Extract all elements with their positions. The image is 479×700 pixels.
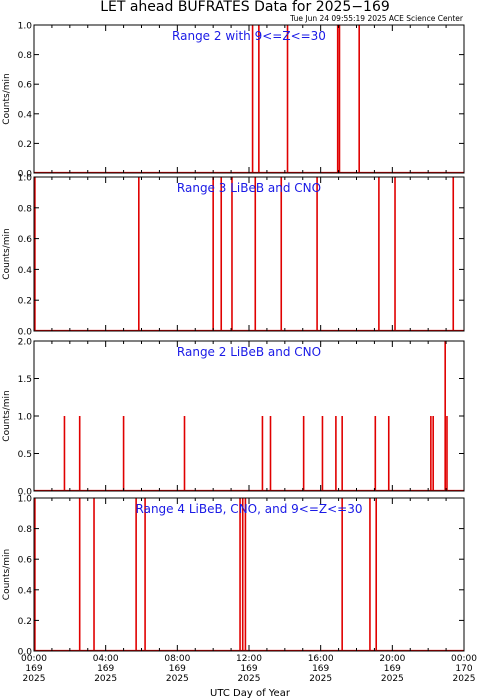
y-tick-label: 0.6 [18,81,33,91]
x-tick-label: 169 [97,664,114,674]
chart-panel-2: 0.0 0.2 0.4 0.6 0.8 1.0 Counts/min Range 3 LiBe… [2,174,465,338]
chart-panel-1: 0.0 0.2 0.4 0.6 0.8 1.0 Counts/min Range 2 with… [2,22,465,180]
plot-frame [33,176,465,332]
timestamp: Tue Jun 24 09:55:19 2025 ACE Science Cen… [289,14,464,23]
y-tick-label: 0.5 [18,450,32,460]
x-tick-label: 169 [25,664,42,674]
x-tick-label: 170 [455,664,472,674]
x-tick-label: 169 [312,664,329,674]
y-tick-label: 0.6 [18,235,33,245]
chart-panel-4: 0.0 0.2 0.4 0.6 0.8 1.0 Counts/min Range 4 LiBe… [2,495,465,658]
panel-label: Range 4 LiBeB, CNO, and 9<=Z<=30 [136,502,363,516]
x-tick-label: 20:00 [379,654,405,664]
x-tick-label: 2025 [453,674,476,684]
y-tick-label: 0.6 [18,556,33,566]
y-axis-label: Counts/min [2,73,12,124]
y-axis-label: Counts/min [2,549,12,600]
x-axis-label: UTC Day of Year [210,688,291,699]
x-tick-label: 2025 [166,674,189,684]
chart-title: LET ahead BUFRATES Data for 2025−169 [100,0,390,15]
y-tick-label: 0.0 [18,170,33,180]
y-tick-label: 1.0 [18,495,33,505]
y-axis-label: Counts/min [2,390,12,441]
x-tick-label: 00:00 [21,654,47,664]
x-tick-label: 2025 [238,674,261,684]
y-tick-label: 1.0 [18,413,33,423]
plot-frame [33,497,465,652]
y-tick-label: 1.0 [18,22,33,32]
y-tick-label: 0.8 [18,525,33,535]
x-tick-label: 169 [240,664,257,674]
y-tick-label: 0.2 [18,297,32,307]
y-tick-label: 0.0 [18,488,33,498]
y-tick-label: 0.2 [18,140,32,150]
x-tick-label: 169 [169,664,186,674]
panel-label: Range 3 LiBeB and CNO [177,181,321,195]
y-tick-label: 2.0 [18,338,33,348]
panel-label: Range 2 LiBeB and CNO [177,345,321,359]
y-tick-label: 0.8 [18,204,33,214]
x-tick-label: 00:00 [451,654,477,664]
y-tick-label: 0.4 [18,586,33,596]
y-tick-label: 0.4 [18,266,33,276]
y-tick-label: 0.2 [18,617,32,627]
y-tick-label: 0.8 [18,51,33,61]
chart-panel-3: 0.0 0.5 1.0 1.5 2.0 Counts/min Range 2 LiBeB a… [2,338,465,498]
x-tick-label: 169 [384,664,401,674]
x-tick-label: 16:00 [308,654,334,664]
x-tick-label: 2025 [23,674,46,684]
y-tick-label: 0.0 [18,328,33,338]
plot-frame [33,340,465,492]
x-tick-label: 2025 [309,674,332,684]
y-tick-label: 0.0 [18,648,33,658]
x-tick-label: 12:00 [236,654,262,664]
plot-frame [33,24,465,174]
panel-label: Range 2 with 9<=Z<=30 [172,29,326,43]
x-tick-label: 08:00 [164,654,190,664]
y-tick-label: 1.0 [18,174,33,184]
y-tick-label: 0.4 [18,110,33,120]
x-tick-label: 2025 [94,674,117,684]
y-axis-label: Counts/min [2,228,12,279]
y-tick-label: 1.5 [18,375,32,385]
x-tick-label: 04:00 [93,654,119,664]
panels: 0.0 0.2 0.4 0.6 0.8 1.0 Counts/min Range 2 with… [2,22,465,658]
x-tick-label: 2025 [381,674,404,684]
x-axis-labels: 00:00169202504:00169202508:00169202512:0… [21,654,477,684]
